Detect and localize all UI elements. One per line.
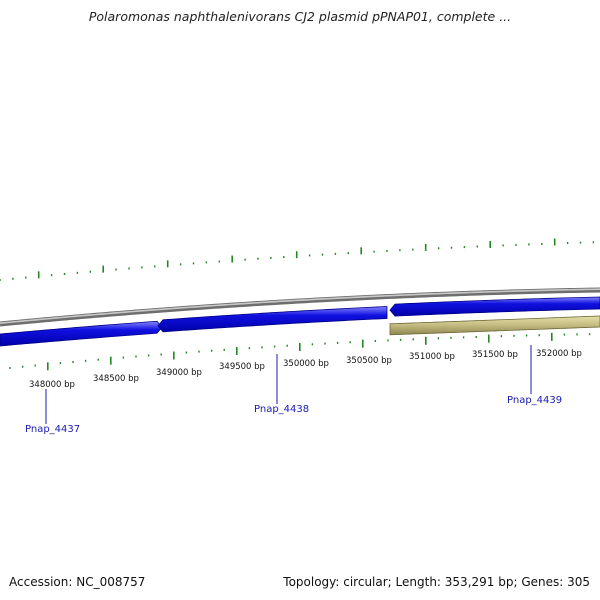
bp-label: 348000 bp (29, 380, 75, 390)
bp-label: 351000 bp (409, 352, 455, 362)
outer-tick-marks (0, 238, 595, 281)
map-title: Polaromonas naphthalenivorans CJ2 plasmi… (88, 9, 512, 24)
accession-label: Accession: NC_008757 (9, 575, 146, 589)
gene-arrow-pnap-4438 (157, 306, 388, 333)
gene-label-pnap-4439: Pnap_4439 (507, 395, 562, 406)
bp-label: 352000 bp (536, 349, 582, 359)
bp-label: 350000 bp (283, 359, 329, 369)
bp-label: 351500 bp (472, 350, 518, 360)
gene-labels: Pnap_4437 Pnap_4438 Pnap_4439 (25, 345, 562, 435)
backbone-highlight (0, 288, 600, 324)
plasmid-backbone (0, 287, 600, 327)
gene-label-pnap-4438: Pnap_4438 (254, 404, 309, 415)
gene-label-pnap-4437: Pnap_4437 (25, 424, 80, 435)
inner-tick-marks (9, 332, 591, 371)
bp-label: 349500 bp (219, 362, 265, 372)
gene-arrow-reverse (389, 315, 600, 336)
bp-label: 348500 bp (93, 374, 139, 384)
topology-summary: Topology: circular; Length: 353,291 bp; … (283, 575, 590, 589)
gene-arrow-pnap-4439 (389, 296, 600, 317)
gene-arrows (0, 296, 600, 347)
bp-label: 350500 bp (346, 356, 392, 366)
bp-axis-labels: 348000 bp 348500 bp 349000 bp 349500 bp 3500… (29, 349, 582, 390)
gene-arrow-pnap-4437 (0, 320, 163, 347)
bp-label: 349000 bp (156, 368, 202, 378)
